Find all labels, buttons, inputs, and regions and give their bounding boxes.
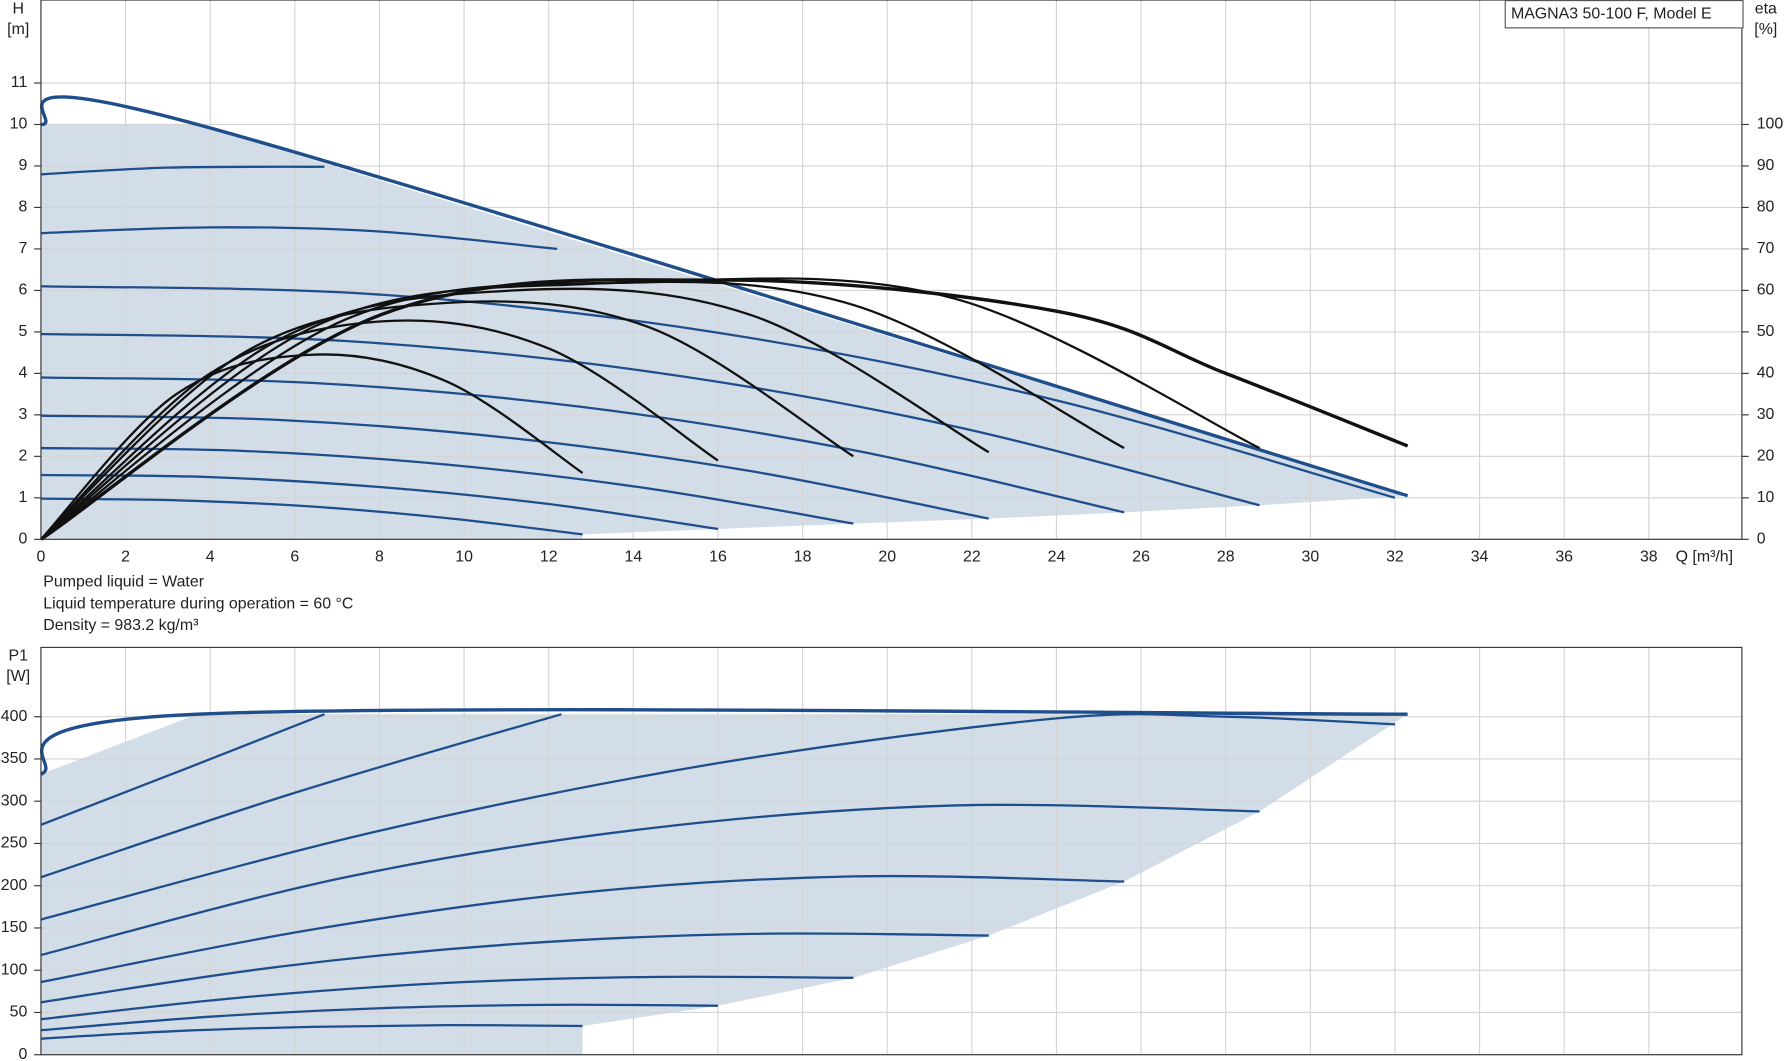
y2-tick-label: 20 <box>1757 448 1775 465</box>
y-tick-label: 100 <box>1 961 28 978</box>
x-tick-label: 4 <box>206 549 215 566</box>
plot-frame <box>40 0 1743 540</box>
x-tick-label: 32 <box>1386 549 1404 566</box>
curve <box>40 975 854 1021</box>
curve <box>40 285 1396 499</box>
x-tick-label: 14 <box>624 549 642 566</box>
y-tick-label: 8 <box>18 199 27 216</box>
x-tick-label: 0 <box>37 549 46 566</box>
y-tick-label: 350 <box>1 750 28 767</box>
y-tick-label: 11 <box>11 74 28 91</box>
x-tick-label: 24 <box>1048 549 1066 566</box>
note: Pumped liquid = Water <box>43 574 204 591</box>
x-tick-label: 34 <box>1471 549 1489 566</box>
x-axis-label: Q [m³/h] <box>1676 549 1733 566</box>
y-axis-label: [W] <box>6 668 30 685</box>
curve <box>40 226 558 251</box>
curve <box>40 287 990 541</box>
curve <box>40 932 989 1004</box>
x-tick-label: 20 <box>878 549 896 566</box>
y-tick-label: 2 <box>18 448 27 465</box>
y-tick-label: 5 <box>18 323 27 340</box>
curve <box>40 165 325 176</box>
y2-tick-label: 0 <box>1757 531 1766 548</box>
x-tick-label: 2 <box>121 549 130 566</box>
curve <box>40 95 1409 498</box>
y-tick-label: 200 <box>1 877 28 894</box>
y-tick-label: 10 <box>10 116 28 133</box>
note: Density = 983.2 kg/m³ <box>43 617 198 634</box>
y2-tick-label: 100 <box>1757 116 1784 133</box>
note: Liquid temperature during operation = 60… <box>43 595 353 612</box>
y2-tick-label: 40 <box>1757 365 1775 382</box>
x-tick-label: 18 <box>794 549 812 566</box>
chart-title: MAGNA3 50-100 F, Model E <box>1511 5 1712 22</box>
y2-tick-label: 50 <box>1757 323 1775 340</box>
x-tick-label: 22 <box>963 549 981 566</box>
y-tick-label: 1 <box>18 489 27 506</box>
title-box <box>1504 0 1744 29</box>
curve <box>40 473 719 531</box>
y-tick-label: 300 <box>1 792 28 809</box>
y-axis-label: [m] <box>7 21 29 38</box>
curve <box>40 1003 718 1032</box>
x-tick-label: 16 <box>709 549 727 566</box>
operating-area <box>40 714 1408 1055</box>
y2-tick-label: 10 <box>1757 489 1775 506</box>
curve <box>40 353 584 541</box>
x-tick-label: 6 <box>290 549 299 566</box>
x-tick-label: 12 <box>540 549 558 566</box>
curve <box>40 446 854 525</box>
y-tick-label: 6 <box>18 282 27 299</box>
plot-frame <box>40 646 1743 1056</box>
curve <box>40 713 562 879</box>
y2-tick-label: 70 <box>1757 240 1775 257</box>
x-tick-label: 26 <box>1132 549 1150 566</box>
y-tick-label: 400 <box>1 708 28 725</box>
x-tick-label: 38 <box>1640 549 1658 566</box>
curve <box>40 319 719 541</box>
y-tick-label: 0 <box>18 1046 27 1061</box>
curve <box>40 1023 583 1040</box>
x-tick-label: 36 <box>1555 549 1573 566</box>
curve <box>40 277 1261 541</box>
x-tick-label: 28 <box>1217 549 1235 566</box>
y2-tick-label: 60 <box>1757 282 1775 299</box>
curve <box>40 803 1260 957</box>
curve <box>40 713 1395 921</box>
y-axis-label: H <box>12 0 23 17</box>
curve <box>40 414 989 520</box>
x-tick-label: 10 <box>455 549 473 566</box>
y-tick-label: 4 <box>18 365 27 382</box>
y-tick-label: 0 <box>18 531 27 548</box>
y2-tick-label: 90 <box>1757 157 1775 174</box>
y-tick-label: 150 <box>1 919 28 936</box>
y2-axis-label: eta <box>1755 0 1777 17</box>
x-tick-label: 30 <box>1301 549 1319 566</box>
y-tick-label: 250 <box>1 835 28 852</box>
curve <box>40 332 1260 507</box>
y-axis-label: P1 <box>8 648 28 665</box>
y-tick-label: 7 <box>18 240 27 257</box>
curve <box>40 497 583 536</box>
y-tick-label: 9 <box>18 157 27 174</box>
y-tick-label: 3 <box>18 406 27 423</box>
curve <box>40 300 854 541</box>
curve <box>40 278 1409 541</box>
curve <box>40 713 325 826</box>
curve <box>40 708 1408 776</box>
y2-tick-label: 30 <box>1757 406 1775 423</box>
x-tick-label: 8 <box>375 549 384 566</box>
y2-tick-label: 80 <box>1757 199 1775 216</box>
y2-axis-label: [%] <box>1754 21 1777 38</box>
y-tick-label: 50 <box>10 1004 28 1021</box>
curve <box>40 874 1125 984</box>
